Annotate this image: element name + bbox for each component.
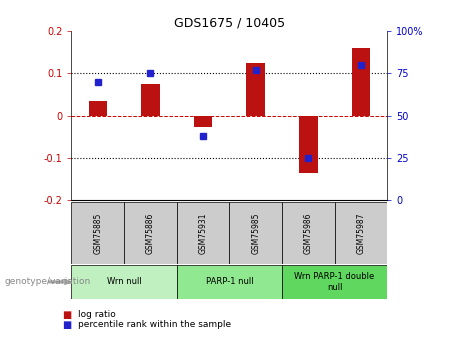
Text: GSM75986: GSM75986 xyxy=(304,212,313,254)
Text: ■: ■ xyxy=(62,320,71,330)
Text: Wrn PARP-1 double
null: Wrn PARP-1 double null xyxy=(295,272,375,292)
Bar xyxy=(71,202,124,264)
Bar xyxy=(335,202,387,264)
Bar xyxy=(141,84,160,116)
Bar xyxy=(177,202,229,264)
Bar xyxy=(229,202,282,264)
Text: GSM75985: GSM75985 xyxy=(251,212,260,254)
Bar xyxy=(89,101,107,116)
Bar xyxy=(194,116,212,127)
Bar xyxy=(124,202,177,264)
Bar xyxy=(282,202,335,264)
Text: Wrn null: Wrn null xyxy=(106,277,142,286)
Bar xyxy=(71,265,177,299)
Text: percentile rank within the sample: percentile rank within the sample xyxy=(78,321,231,329)
Bar xyxy=(352,48,370,116)
Text: ■: ■ xyxy=(62,310,71,319)
Bar xyxy=(299,116,318,172)
Text: PARP-1 null: PARP-1 null xyxy=(206,277,253,286)
Text: GSM75886: GSM75886 xyxy=(146,212,155,254)
Text: GSM75885: GSM75885 xyxy=(93,212,102,254)
Bar xyxy=(177,265,282,299)
Text: log ratio: log ratio xyxy=(78,310,116,319)
Title: GDS1675 / 10405: GDS1675 / 10405 xyxy=(174,17,285,30)
Text: GSM75931: GSM75931 xyxy=(199,212,207,254)
Bar xyxy=(282,265,387,299)
Bar xyxy=(247,63,265,116)
Text: GSM75987: GSM75987 xyxy=(356,212,366,254)
Text: genotype/variation: genotype/variation xyxy=(5,277,91,286)
